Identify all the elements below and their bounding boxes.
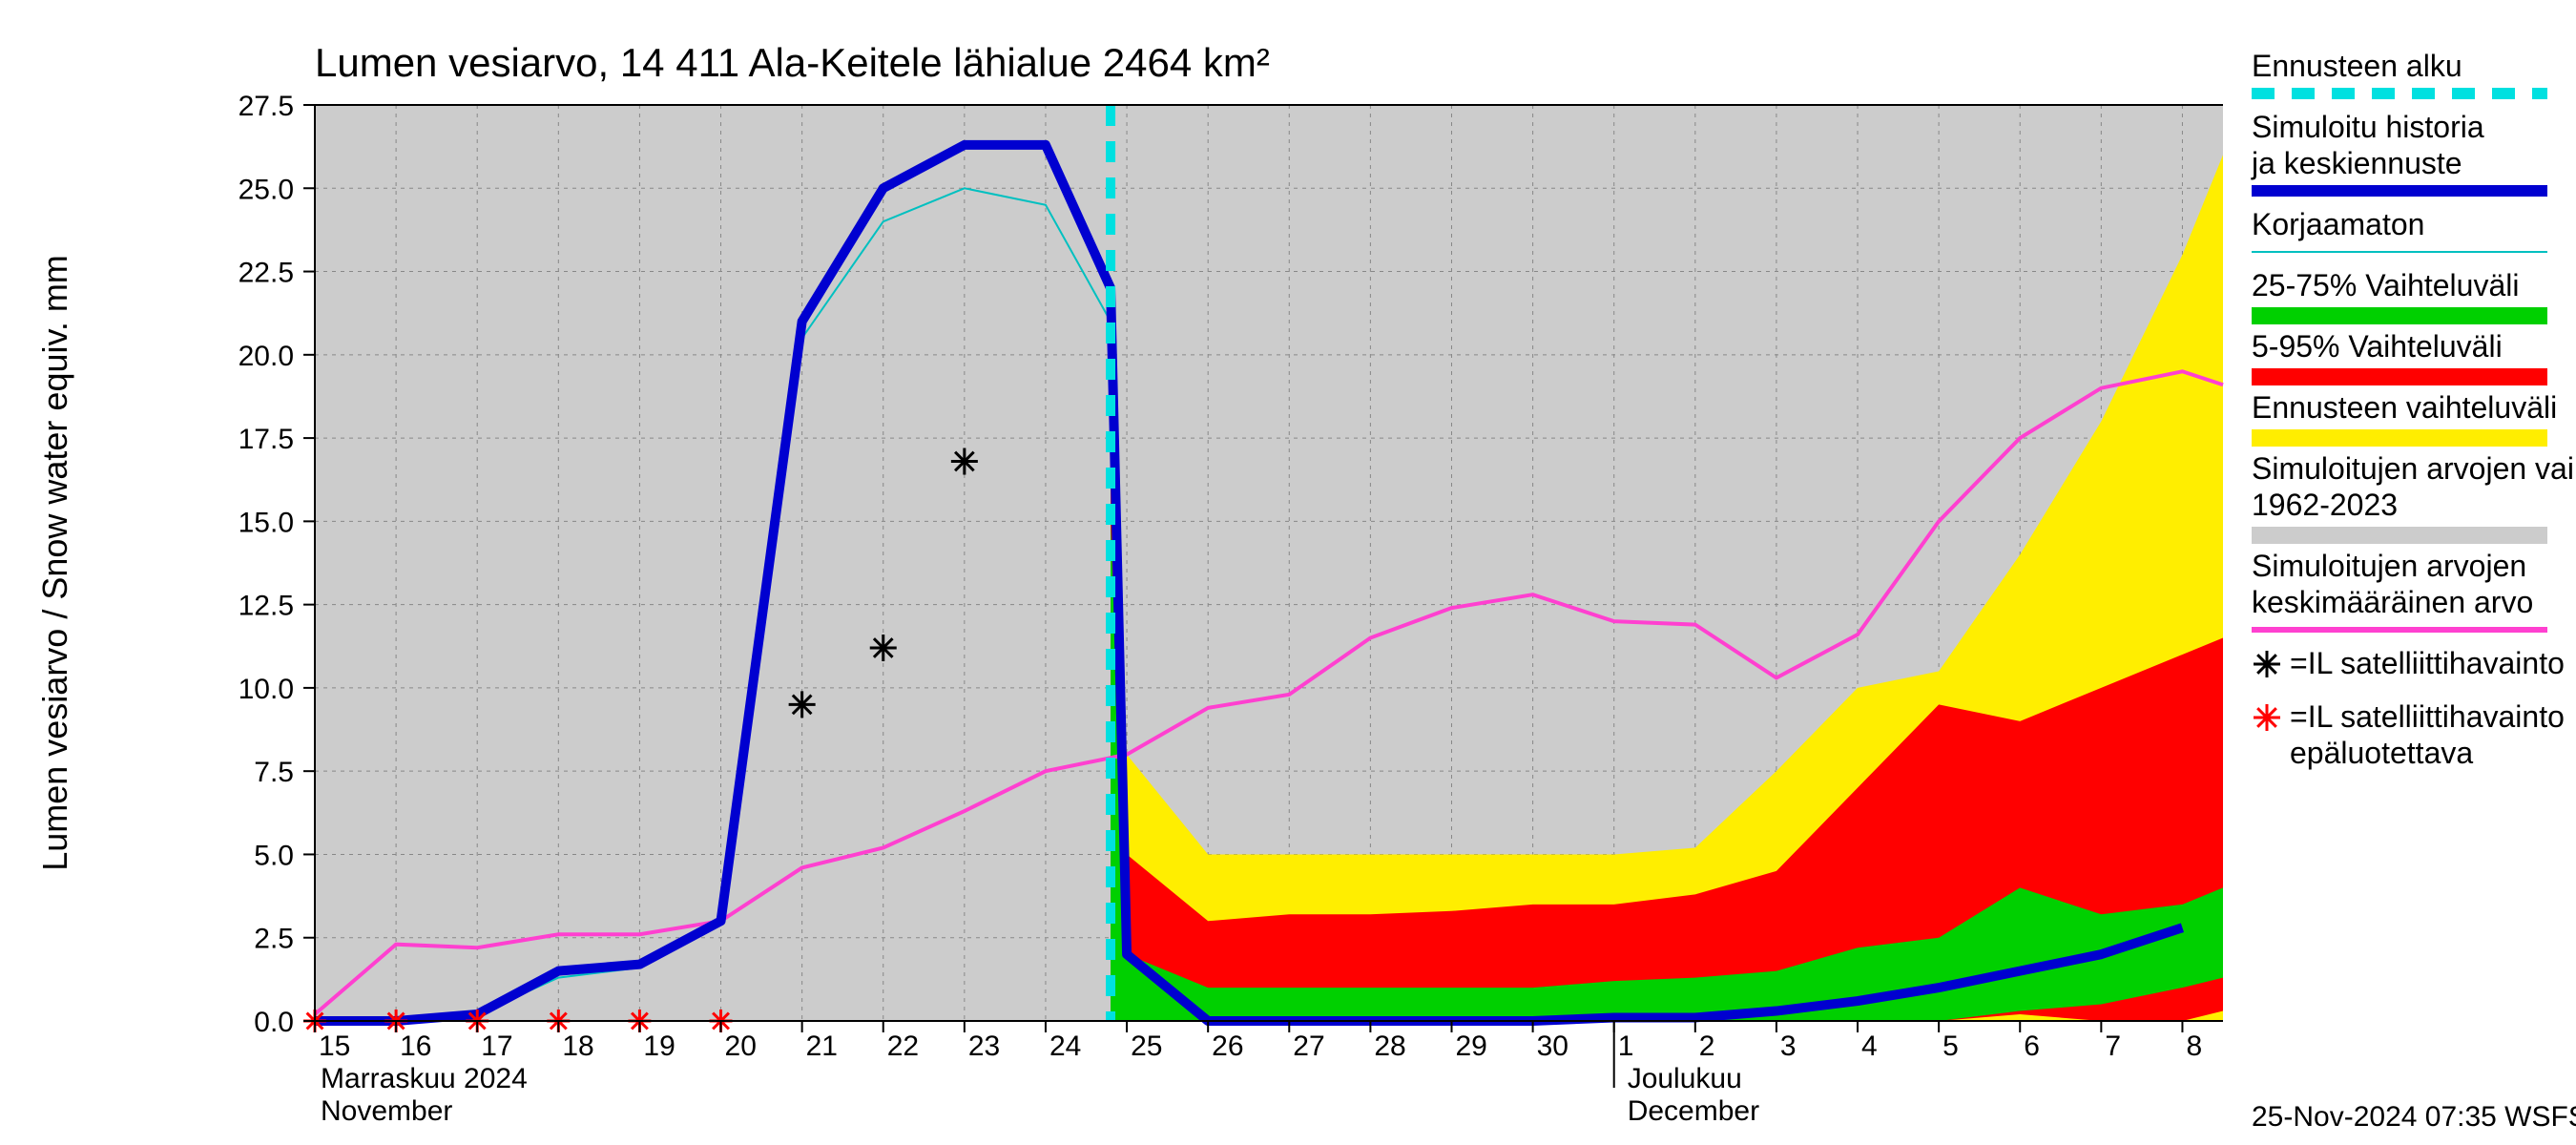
ytick-label: 22.5	[239, 258, 294, 289]
xtick-label: 15	[319, 1030, 350, 1062]
xtick-label: 3	[1780, 1030, 1797, 1062]
legend-label: Ennusteen vaihteluväli	[2252, 390, 2557, 425]
legend-label: Simuloitu historia	[2252, 110, 2484, 144]
xtick-label: 23	[968, 1030, 1000, 1062]
snow-water-chart: 0.0 2.5 5.0 7.5 10.0 12.5 15.0 17.5 20.0 22.5 25.0…	[0, 0, 2576, 1145]
xtick-label: 19	[643, 1030, 675, 1062]
xtick-label: 30	[1537, 1030, 1568, 1062]
ytick-label: 10.0	[239, 674, 294, 705]
xtick-label: 22	[887, 1030, 919, 1062]
ytick-label: 25.0	[239, 174, 294, 205]
ytick-label: 2.5	[254, 924, 294, 955]
footer-text: 25-Nov-2024 07:35 WSFS-O	[2252, 1101, 2576, 1133]
marker	[789, 691, 816, 718]
ytick-label: 7.5	[254, 757, 294, 788]
month-label-right-2: December	[1628, 1095, 1759, 1127]
xtick-label: 6	[2024, 1030, 2040, 1062]
ylabel: Lumen vesiarvo / Snow water equiv. mm	[35, 255, 74, 871]
ytick-label: 0.0	[254, 1007, 294, 1038]
chart-title: Lumen vesiarvo, 14 411 Ala-Keitele lähia…	[315, 40, 1270, 85]
marker	[951, 448, 978, 475]
xtick-label: 20	[725, 1030, 757, 1062]
xtick-label: 26	[1212, 1030, 1243, 1062]
legend-label: 5-95% Vaihteluväli	[2252, 329, 2503, 364]
ytick-label: 17.5	[239, 424, 294, 455]
xtick-label: 24	[1049, 1030, 1081, 1062]
legend-label: epäluotettava	[2290, 736, 2473, 770]
xtick-label: 29	[1455, 1030, 1486, 1062]
xtick-label: 16	[400, 1030, 431, 1062]
legend-label: =IL satelliittihavainto	[2290, 646, 2565, 680]
xtick-label: 4	[1861, 1030, 1878, 1062]
month-label-right: Joulukuu	[1628, 1063, 1742, 1094]
xtick-label: 8	[2186, 1030, 2202, 1062]
month-label-left: Marraskuu 2024	[321, 1063, 528, 1094]
xtick-label: 28	[1374, 1030, 1405, 1062]
legend-label: Simuloitujen arvojen vaihteluväli	[2252, 451, 2576, 486]
xtick-label: 1	[1618, 1030, 1634, 1062]
marker	[870, 635, 897, 661]
ytick-label: 15.0	[239, 507, 294, 538]
ytick-label: 12.5	[239, 591, 294, 622]
xtick-label: 25	[1131, 1030, 1162, 1062]
xtick-label: 27	[1293, 1030, 1324, 1062]
legend-label: 25-75% Vaihteluväli	[2252, 268, 2519, 302]
legend-label: Ennusteen alku	[2252, 49, 2462, 83]
xtick-label: 7	[2105, 1030, 2121, 1062]
legend-label: 1962-2023	[2252, 488, 2398, 522]
legend-label: ja keskiennuste	[2251, 146, 2462, 180]
xtick-label: 18	[562, 1030, 593, 1062]
legend-label: keskimääräinen arvo	[2252, 585, 2533, 619]
ytick-label: 5.0	[254, 840, 294, 871]
ytick-label: 27.5	[239, 91, 294, 122]
ytick-label: 20.0	[239, 341, 294, 372]
xtick-label: 2	[1699, 1030, 1715, 1062]
month-label-left-2: November	[321, 1095, 452, 1127]
legend-label: Korjaamaton	[2252, 207, 2424, 241]
xtick-label: 5	[1942, 1030, 1959, 1062]
legend-label: Simuloitujen arvojen	[2252, 549, 2526, 583]
legend-label: =IL satelliittihavainto	[2290, 699, 2565, 734]
xtick-label: 17	[481, 1030, 512, 1062]
xtick-label: 21	[806, 1030, 838, 1062]
